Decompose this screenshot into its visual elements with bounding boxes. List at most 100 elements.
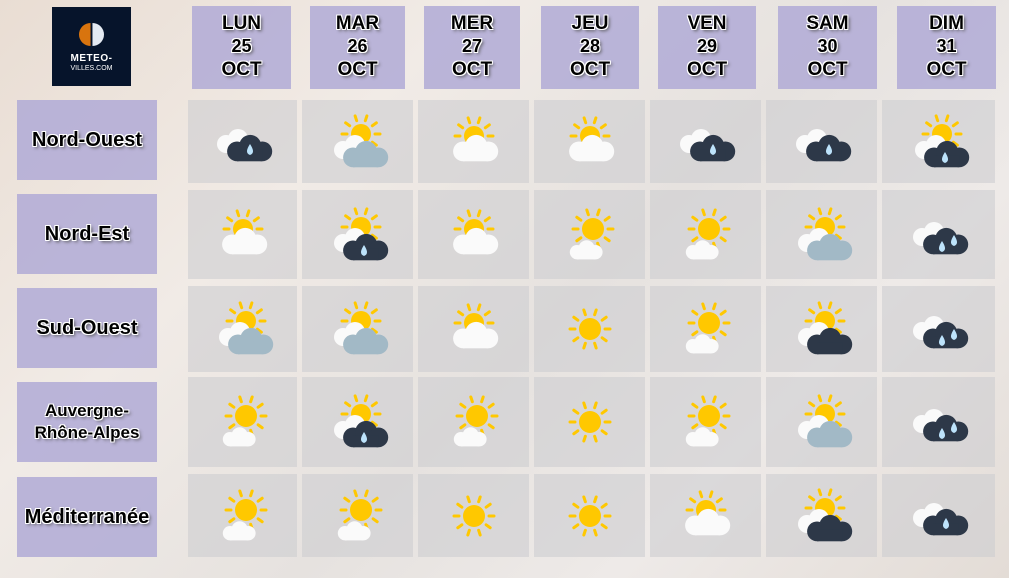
- region-label-text: Auvergne- Rhône-Alpes: [34, 401, 140, 442]
- sun-small-cloud-icon: [453, 395, 498, 447]
- sun-cloud-icon: [221, 208, 267, 254]
- day-month: OCT: [221, 59, 262, 80]
- forecast-cell: [882, 286, 995, 372]
- day-date: 27: [461, 36, 483, 56]
- day-month: OCT: [807, 59, 848, 80]
- day-name: MAR: [335, 13, 380, 34]
- sun-small-cloud-icon: [685, 395, 730, 447]
- forecast-cell: [302, 474, 413, 557]
- forecast-cell: [882, 100, 995, 183]
- sun-rain-icon: [333, 206, 388, 260]
- forecast-cell: [650, 100, 761, 183]
- day-date: 25: [231, 36, 252, 56]
- forecast-cell: [534, 377, 645, 467]
- rain-icon: [795, 128, 851, 161]
- day-name: LUN: [221, 13, 262, 34]
- day-name: JEU: [571, 13, 609, 34]
- sun-small-cloud-icon: [685, 207, 730, 259]
- sun-small-cloud-icon: [685, 302, 730, 354]
- sun-grey-cloud-icon: [333, 113, 388, 167]
- rain-icon: [679, 128, 735, 161]
- sun-cloud-icon: [452, 303, 498, 349]
- sun-small-cloud-icon: [337, 488, 382, 540]
- day-name: DIM: [929, 13, 964, 34]
- forecast-cell: [534, 100, 645, 183]
- logo-half-moon-icon: [79, 22, 104, 47]
- day-name: VEN: [687, 13, 727, 34]
- forecast-cell: [882, 377, 995, 467]
- forecast-cell: [302, 190, 413, 279]
- day-month: OCT: [569, 59, 611, 80]
- forecast-cell: [188, 190, 297, 279]
- sun-cloud-icon: [452, 115, 498, 161]
- sun-small-cloud-icon: [569, 207, 614, 259]
- sun-grey-cloud-icon: [797, 206, 852, 260]
- forecast-cell: [882, 474, 995, 557]
- forecast-cell: [418, 190, 529, 279]
- day-header-sam: SAM 30 OCT: [778, 6, 877, 89]
- day-month: OCT: [686, 59, 728, 80]
- sun-icon: [568, 401, 611, 443]
- forecast-cell: [302, 286, 413, 372]
- forecast-cell: [188, 100, 297, 183]
- forecast-cell: [188, 377, 297, 467]
- day-date: 26: [347, 36, 368, 56]
- sun-grey-cloud-icon: [797, 394, 852, 448]
- day-header-jeu: JEU 28 OCT: [541, 6, 639, 89]
- day-date: 31: [936, 36, 957, 56]
- heavy-rain-icon: [912, 316, 968, 349]
- forecast-cell: [188, 286, 297, 372]
- day-date: 28: [579, 36, 601, 56]
- region-label: Sud-Ouest: [17, 288, 157, 368]
- forecast-cell: [418, 377, 529, 467]
- sun-icon: [568, 308, 611, 350]
- sun-dark-cloud-icon: [797, 301, 852, 355]
- day-month: OCT: [337, 59, 378, 80]
- sun-rain-icon: [914, 113, 969, 167]
- forecast-cell: [418, 286, 529, 372]
- forecast-cell: [650, 377, 761, 467]
- sun-cloud-icon: [568, 115, 614, 161]
- heavy-rain-icon: [912, 409, 968, 442]
- forecast-cell: [302, 377, 413, 467]
- day-name: MER: [450, 13, 494, 34]
- day-header-lun: LUN 25 OCT: [192, 6, 291, 89]
- forecast-cell: [766, 100, 877, 183]
- forecast-cell: [766, 377, 877, 467]
- region-label: Auvergne- Rhône-Alpes: [17, 382, 157, 462]
- forecast-cell: [650, 286, 761, 372]
- meteo-villes-logo: METEO- VILLES.COM: [52, 7, 131, 86]
- sun-cloud-icon: [452, 208, 498, 254]
- sun-rain-icon: [333, 394, 388, 448]
- region-label: Nord-Ouest: [17, 100, 157, 180]
- day-header-dim: DIM 31 OCT: [897, 6, 996, 89]
- forecast-cell: [534, 190, 645, 279]
- forecast-cell: [418, 474, 529, 557]
- forecast-cell: [534, 286, 645, 372]
- forecast-cell: [650, 474, 761, 557]
- sun-cloud-icon: [684, 489, 730, 535]
- forecast-cell: [302, 100, 413, 183]
- region-label: Méditerranée: [17, 477, 157, 557]
- day-header-mar: MAR 26 OCT: [310, 6, 405, 89]
- forecast-cell: [766, 286, 877, 372]
- forecast-cell: [766, 474, 877, 557]
- sun-grey-cloud-icon: [333, 301, 388, 355]
- day-name: SAM: [806, 13, 849, 34]
- day-month: OCT: [451, 59, 493, 80]
- region-label: Nord-Est: [17, 194, 157, 274]
- day-date: 29: [696, 36, 718, 56]
- sun-icon: [568, 494, 611, 537]
- day-month: OCT: [926, 59, 967, 80]
- sun-small-cloud-icon: [222, 395, 267, 447]
- forecast-cell: [418, 100, 529, 183]
- sun-dark-cloud-icon: [797, 487, 852, 541]
- day-header-mer: MER 27 OCT: [424, 6, 520, 89]
- logo-text-line2: VILLES.COM: [70, 65, 113, 72]
- heavy-rain-icon: [912, 221, 968, 254]
- rain-icon: [912, 502, 968, 535]
- day-date: 30: [817, 36, 838, 56]
- rain-icon: [216, 128, 272, 161]
- forecast-cell: [650, 190, 761, 279]
- forecast-cell: [882, 190, 995, 279]
